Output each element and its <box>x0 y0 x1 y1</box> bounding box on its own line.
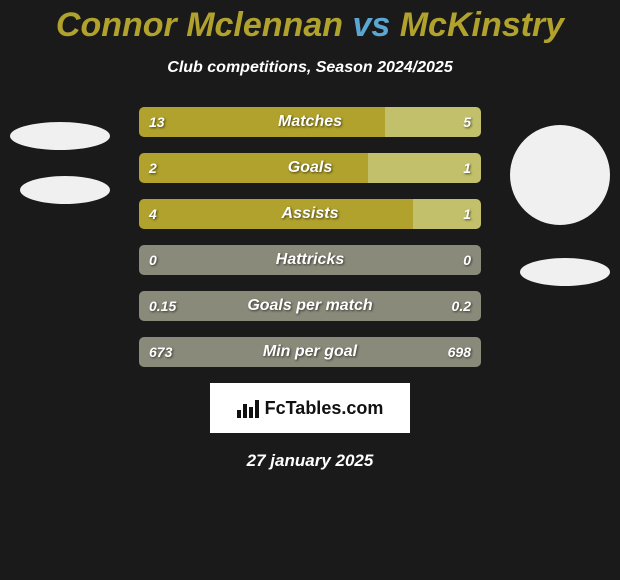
stat-row: 673 Min per goal 698 <box>139 337 481 367</box>
stat-value-left: 0 <box>149 252 157 268</box>
branding-badge: FcTables.com <box>210 383 410 433</box>
stat-value-left: 4 <box>149 206 157 222</box>
bar-left <box>139 107 385 137</box>
bar-left <box>139 199 413 229</box>
stats-container: 13 Matches 5 2 Goals 1 4 Assists 1 0 Hattricks 0 0.1… <box>139 107 481 367</box>
stat-label: Min per goal <box>263 343 357 361</box>
title-vs: vs <box>343 6 400 44</box>
stat-value-right: 698 <box>448 344 471 360</box>
title-player2: McKinstry <box>400 6 564 44</box>
stat-value-right: 0.2 <box>452 298 471 314</box>
date: 27 january 2025 <box>0 451 620 471</box>
page-title: Connor Mclennan vs McKinstry <box>0 0 620 45</box>
stat-value-left: 2 <box>149 160 157 176</box>
stat-value-right: 0 <box>463 252 471 268</box>
stat-row: 0 Hattricks 0 <box>139 245 481 275</box>
stat-row: 13 Matches 5 <box>139 107 481 137</box>
subtitle: Club competitions, Season 2024/2025 <box>0 59 620 77</box>
stat-value-left: 673 <box>149 344 172 360</box>
stat-label: Hattricks <box>276 251 344 269</box>
stat-label: Goals per match <box>247 297 372 315</box>
avatar-right <box>510 125 610 225</box>
bar-left <box>139 153 368 183</box>
branding-text: FcTables.com <box>265 398 384 419</box>
title-player1: Connor Mclennan <box>56 6 343 44</box>
stat-row: 4 Assists 1 <box>139 199 481 229</box>
avatar-placeholder-right <box>520 258 610 286</box>
avatar-placeholder-left-1 <box>10 122 110 150</box>
stat-label: Matches <box>278 113 342 131</box>
stat-value-left: 13 <box>149 114 165 130</box>
stat-value-left: 0.15 <box>149 298 176 314</box>
stat-value-right: 1 <box>463 206 471 222</box>
stat-row: 0.15 Goals per match 0.2 <box>139 291 481 321</box>
stat-value-right: 1 <box>463 160 471 176</box>
stat-label: Goals <box>288 159 332 177</box>
stat-value-right: 5 <box>463 114 471 130</box>
stat-row: 2 Goals 1 <box>139 153 481 183</box>
bars-icon <box>237 398 259 418</box>
avatar-placeholder-left-2 <box>20 176 110 204</box>
stat-label: Assists <box>282 205 339 223</box>
